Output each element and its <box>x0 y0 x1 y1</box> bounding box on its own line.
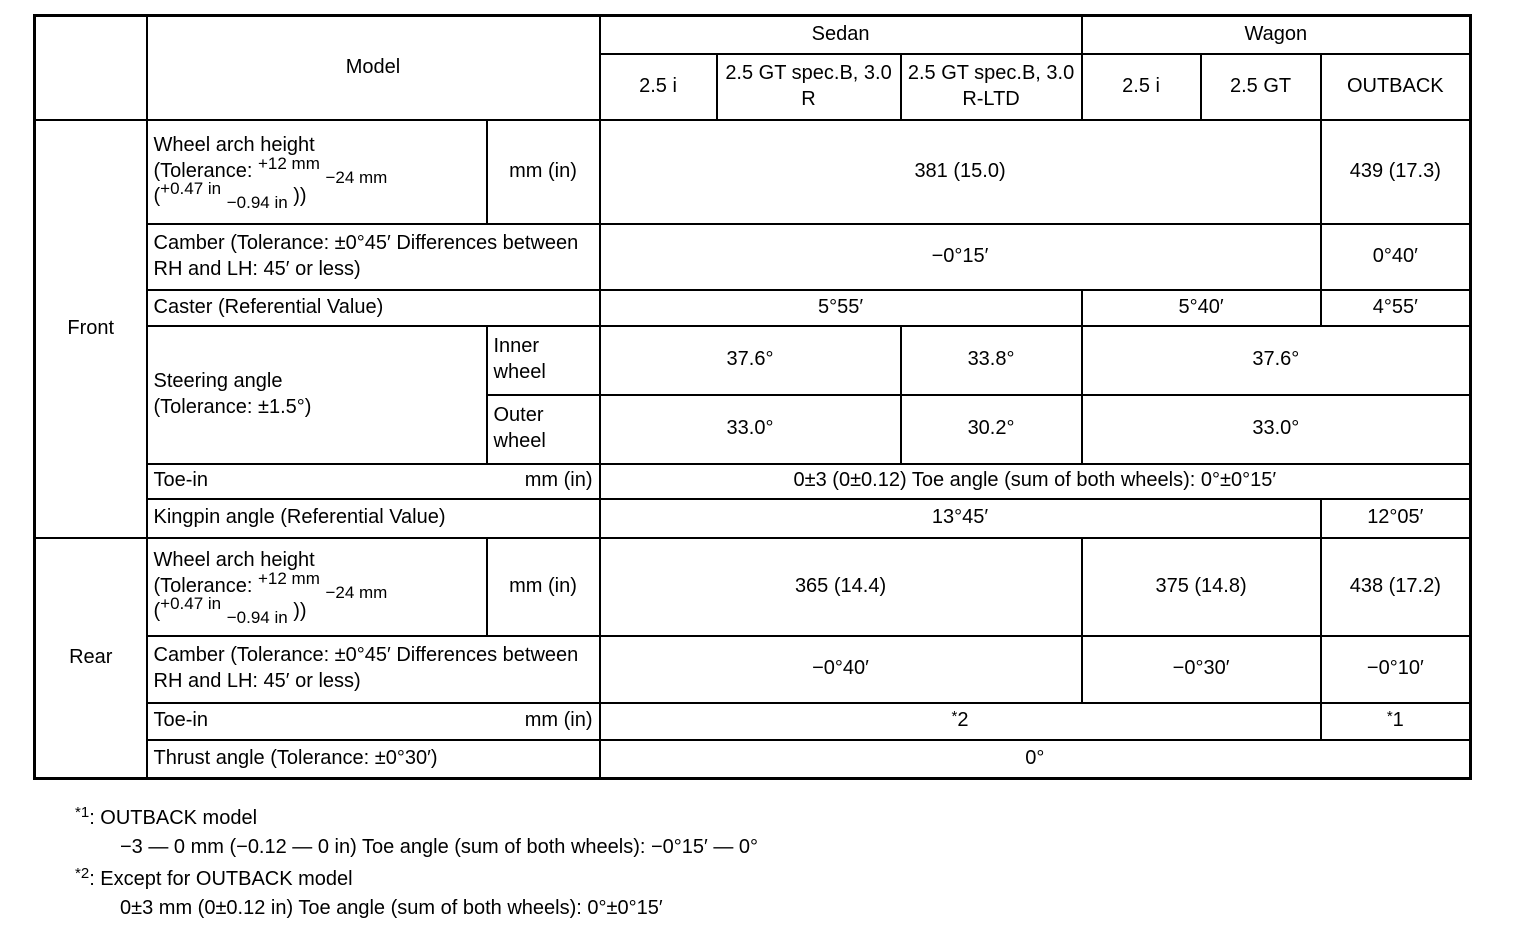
kingpin-label: Kingpin angle (Referential Value) <box>145 497 601 539</box>
table-row: Model Sedan Wagon <box>33 14 1472 121</box>
sedan-group-header: Sedan <box>598 14 1083 55</box>
rear-camber-label: Camber (Tolerance: ±0°45′ Differences be… <box>145 634 601 704</box>
front-wheel-arch-unit: mm (in) <box>485 118 601 225</box>
column-header-sedan-25gt-specb-30r-ltd: 2.5 GT spec.B, 3.0 R-LTD <box>899 52 1083 121</box>
footnote-2-title: *2: Except for OUTBACK model <box>75 865 353 890</box>
steering-inner-value-1: 37.6° <box>598 324 902 396</box>
table-row: Toe-in mm (in) *2 *1 <box>35 701 1472 741</box>
alignment-spec-table: Model Sedan Wagon 2.5 i 2.5 GT spec.B, 3… <box>33 14 1473 780</box>
steering-outer-value-2: 30.2° <box>899 393 1083 465</box>
wheel-arch-tolerance-in: (+0.47 in −0.94 in )) <box>153 179 307 213</box>
wheel-arch-tolerance-mm: (Tolerance: +12 mm −24 mm <box>153 153 388 187</box>
column-header-wagon-outback: OUTBACK <box>1319 52 1472 121</box>
front-toe-in-value: 0±3 (0±0.12) Toe angle (sum of both whee… <box>598 462 1472 500</box>
steering-inner-value-2: 33.8° <box>899 324 1083 396</box>
front-camber-value-main: −0°15′ <box>598 222 1322 291</box>
footnote-2-detail: 0±3 mm (0±0.12 in) Toe angle (sum of bot… <box>120 897 663 919</box>
table-row: 2.5 i 2.5 GT spec.B, 3.0 R 2.5 GT spec.B… <box>35 52 1472 121</box>
rear-camber-value-sedan: −0°40′ <box>598 634 1083 704</box>
front-camber-value-outback: 0°40′ <box>1319 222 1472 291</box>
wheel-arch-title: Wheel arch height <box>153 134 315 157</box>
table-row: Front Wheel arch height (Tolerance: +12 … <box>33 118 1472 539</box>
table-row: Camber (Tolerance: ±0°45′ Differences be… <box>35 634 1472 704</box>
front-caster-value-sedan: 5°55′ <box>598 288 1083 327</box>
kingpin-value-main: 13°45′ <box>598 497 1322 539</box>
steering-inner-value-3: 37.6° <box>1080 324 1472 396</box>
front-wheel-arch-value-outback: 439 (17.3) <box>1319 118 1472 225</box>
steering-angle-label: Steering angle (Tolerance: ±1.5°) <box>145 324 488 465</box>
document-page: Model Sedan Wagon 2.5 i 2.5 GT spec.B, 3… <box>33 14 1536 920</box>
table-row: Thrust angle (Tolerance: ±0°30′) 0° <box>35 738 1472 780</box>
kingpin-value-outback: 12°05′ <box>1319 497 1472 539</box>
rear-wheel-arch-value-wagon: 375 (14.8) <box>1080 536 1322 637</box>
model-header-cell: Model <box>145 14 601 121</box>
footnote-2: *2: Except for OUTBACK model 0±3 mm (0±0… <box>75 865 1536 920</box>
table-row: Camber (Tolerance: ±0°45′ Differences be… <box>35 222 1472 291</box>
thrust-angle-value: 0° <box>598 738 1472 780</box>
footnote-1: *1: OUTBACK model −3 — 0 mm (−0.12 — 0 i… <box>75 804 1536 859</box>
column-header-sedan-25i: 2.5 i <box>598 52 718 121</box>
rear-toe-in-label: Toe-in mm (in) <box>145 701 601 741</box>
rear-wheel-arch-label: Wheel arch height (Tolerance: +12 mm −24… <box>145 536 488 637</box>
column-header-wagon-25i: 2.5 i <box>1080 52 1202 121</box>
outer-wheel-label: Outer wheel <box>485 393 601 465</box>
rear-camber-value-wagon: −0°30′ <box>1080 634 1322 704</box>
front-toe-in-label: Toe-in mm (in) <box>145 462 601 500</box>
table-row: Kingpin angle (Referential Value) 13°45′… <box>35 497 1472 539</box>
front-wheel-arch-value-main: 381 (15.0) <box>598 118 1322 225</box>
rear-wheel-arch-value-sedan: 365 (14.4) <box>598 536 1083 637</box>
wheel-arch-tolerance-in: (+0.47 in −0.94 in )) <box>153 594 307 628</box>
corner-cell <box>33 14 148 121</box>
front-section-header: Front <box>33 118 148 539</box>
rear-toe-in-value-main-ref: *2 <box>598 701 1322 741</box>
front-caster-value-wagon: 5°40′ <box>1080 288 1322 327</box>
rear-wheel-arch-value-outback: 438 (17.2) <box>1319 536 1472 637</box>
footnote-1-detail: −3 — 0 mm (−0.12 — 0 in) Toe angle (sum … <box>120 836 759 858</box>
table-row: Toe-in mm (in) 0±3 (0±0.12) Toe angle (s… <box>35 462 1472 500</box>
table-row: Rear Wheel arch height (Tolerance: +12 m… <box>33 536 1472 780</box>
steering-outer-value-1: 33.0° <box>598 393 902 465</box>
thrust-angle-label: Thrust angle (Tolerance: ±0°30′) <box>145 738 601 780</box>
footnotes: *1: OUTBACK model −3 — 0 mm (−0.12 — 0 i… <box>75 804 1536 920</box>
rear-camber-value-outback: −0°10′ <box>1319 634 1472 704</box>
front-wheel-arch-label: Wheel arch height (Tolerance: +12 mm −24… <box>145 118 488 225</box>
column-header-wagon-25gt: 2.5 GT <box>1199 52 1322 121</box>
footnote-1-title: *1: OUTBACK model <box>75 804 258 829</box>
steering-outer-value-3: 33.0° <box>1080 393 1472 465</box>
table-row: Caster (Referential Value) 5°55′ 5°40′ 4… <box>35 288 1472 327</box>
rear-toe-in-value-outback-ref: *1 <box>1319 701 1472 741</box>
front-camber-label: Camber (Tolerance: ±0°45′ Differences be… <box>145 222 601 291</box>
table-row: Steering angle (Tolerance: ±1.5°) Inner … <box>35 324 1472 465</box>
wheel-arch-title: Wheel arch height <box>153 549 315 572</box>
front-caster-label: Caster (Referential Value) <box>145 288 601 327</box>
table-row: Outer wheel 33.0° 30.2° 33.0° <box>35 393 1472 465</box>
column-header-sedan-25gt-specb-30r: 2.5 GT spec.B, 3.0 R <box>715 52 902 121</box>
rear-section-header: Rear <box>33 536 148 780</box>
wagon-group-header: Wagon <box>1080 14 1472 55</box>
inner-wheel-label: Inner wheel <box>485 324 601 396</box>
wheel-arch-tolerance-mm: (Tolerance: +12 mm −24 mm <box>153 568 388 602</box>
rear-wheel-arch-unit: mm (in) <box>485 536 601 637</box>
front-caster-value-outback: 4°55′ <box>1319 288 1472 327</box>
